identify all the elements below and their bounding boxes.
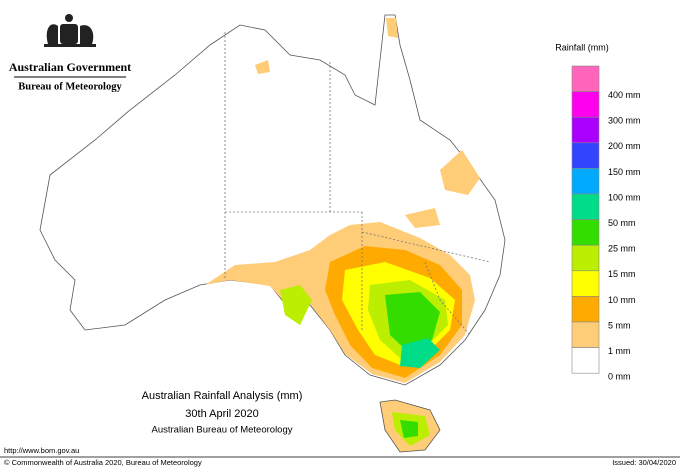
caption-line: Australian Bureau of Meteorology [152, 425, 293, 436]
legend-label: 1 mm [608, 346, 631, 356]
legend-label: 200 mm [608, 141, 641, 151]
legend-label: 300 mm [608, 116, 641, 126]
footer-copyright: © Commonwealth of Australia 2020, Bureau… [4, 458, 202, 467]
legend-label: 10 mm [608, 295, 636, 305]
legend-label: 150 mm [608, 167, 641, 177]
footer-url: http://www.bom.gov.au [4, 446, 79, 455]
caption-line: Australian Rainfall Analysis (mm) [142, 390, 303, 402]
legend-label: 5 mm [608, 320, 631, 330]
legend-swatch [571, 347, 600, 374]
legend-swatch [571, 168, 600, 195]
legend-swatch [571, 116, 600, 144]
legend-label: 100 mm [608, 192, 641, 202]
legend-swatch [571, 244, 600, 272]
legend-label: 50 mm [608, 218, 636, 228]
legend-swatch [571, 91, 600, 118]
coat-of-arms [44, 14, 96, 47]
legend-swatch [571, 142, 600, 169]
legend-title: Rainfall (mm) [555, 42, 609, 52]
legend-swatch [571, 219, 600, 246]
org-subtitle: Bureau of Meteorology [18, 81, 122, 92]
legend-swatch [571, 270, 600, 297]
legend-label: 400 mm [608, 90, 641, 100]
legend-label: 15 mm [608, 269, 636, 279]
legend-swatch [571, 193, 600, 220]
legend-swatch [571, 65, 600, 92]
legend-label: 0 mm [608, 372, 631, 382]
caption-line: 30th April 2020 [185, 408, 258, 420]
legend-swatch [571, 296, 600, 323]
legend: Rainfall (mm) 400 mm 300 mm 200 mm 150 mm 10… [555, 42, 640, 381]
legend-label: 25 mm [608, 244, 636, 254]
org-title: Australian Government [9, 60, 131, 74]
caption: Australian Rainfall Analysis (mm) 30th Ap… [142, 390, 303, 436]
australia-map [39, 14, 506, 453]
legend-swatch [571, 321, 600, 348]
footer-issued: Issued: 30/04/2020 [612, 458, 676, 467]
